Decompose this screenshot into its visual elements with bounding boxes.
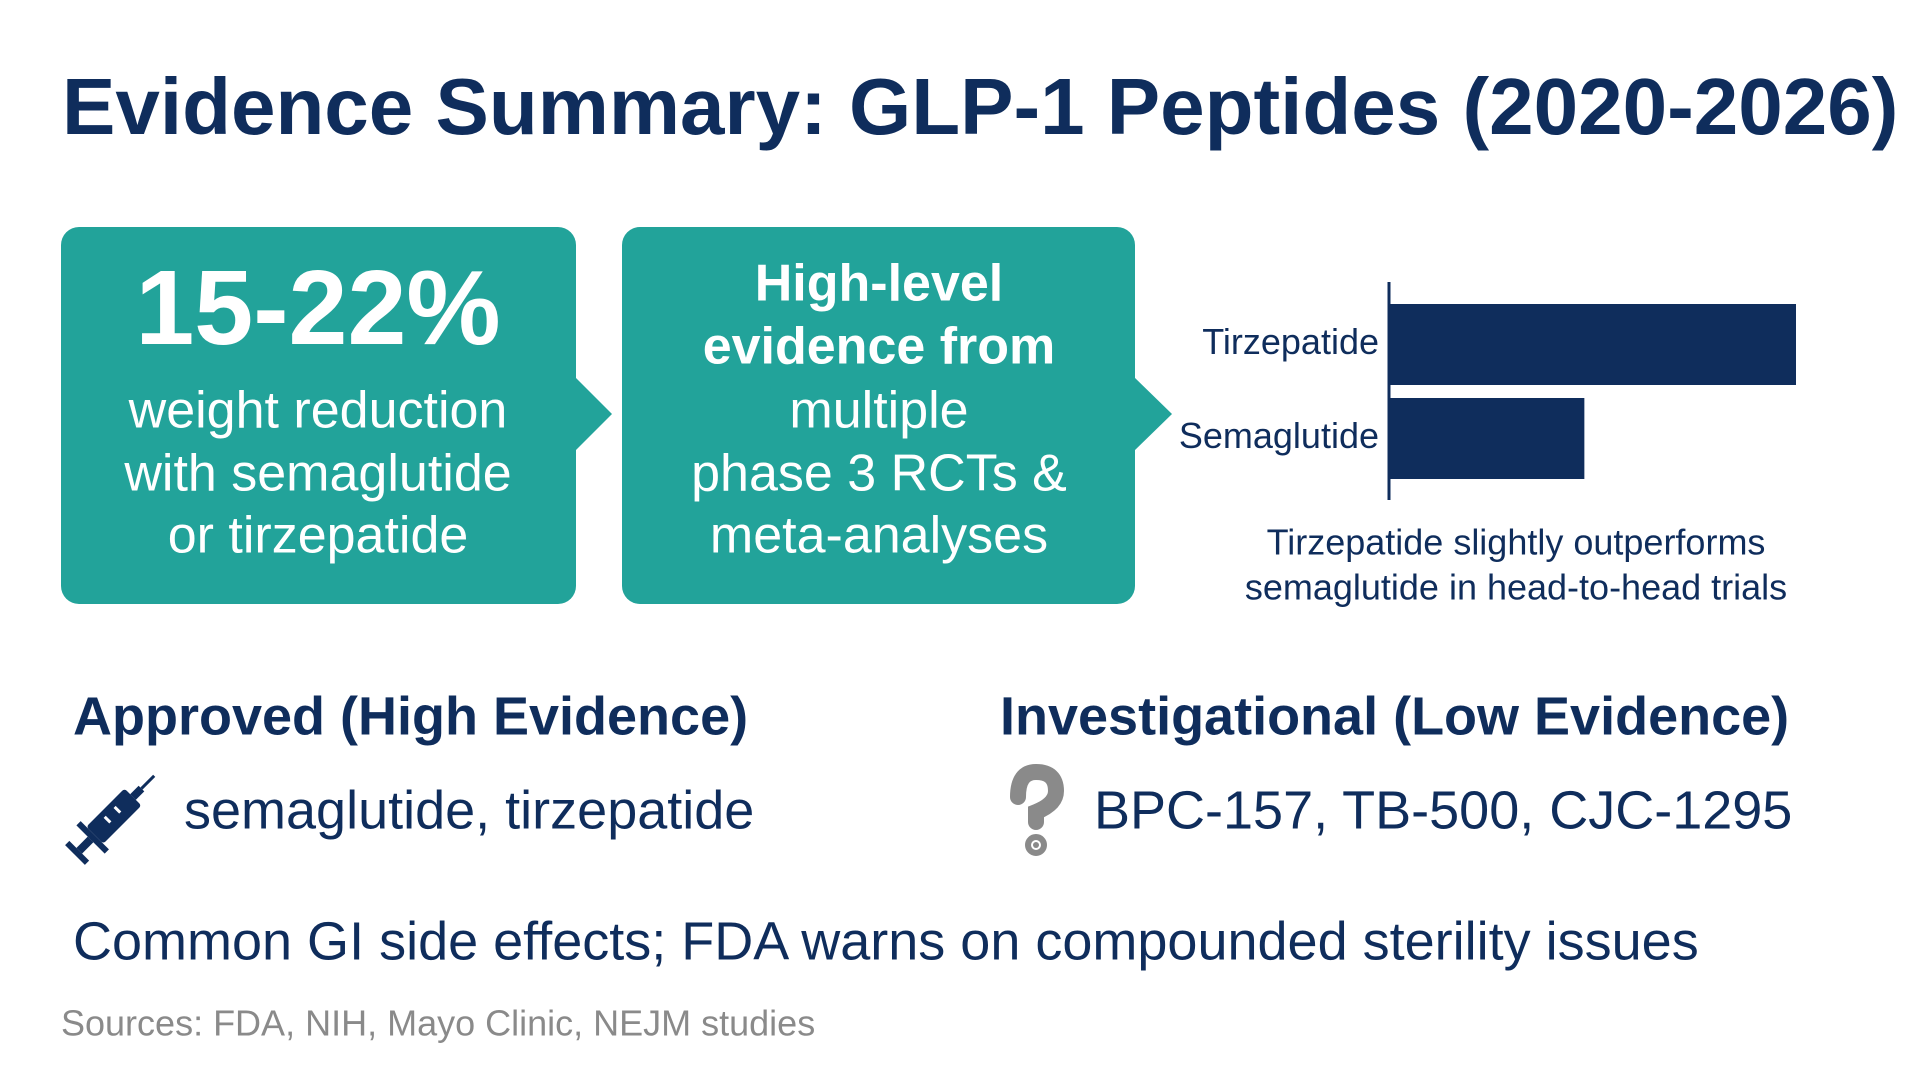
question-icon	[1010, 763, 1065, 856]
card-line: meta-analyses	[710, 507, 1048, 565]
card-line: phase 3 RCTs &	[691, 445, 1067, 503]
bar	[1389, 304, 1796, 385]
sources: Sources: FDA, NIH, Mayo Clinic, NEJM stu…	[61, 1003, 815, 1044]
card-line: with semaglutide	[123, 445, 511, 503]
card-arrow	[574, 376, 612, 452]
card-arrow	[1133, 376, 1172, 452]
card-line: evidence from	[703, 318, 1056, 376]
chart-caption: Tirzepatide slightly outperforms	[1267, 522, 1766, 563]
section-heading: Approved (High Evidence)	[73, 686, 748, 746]
card-line: weight reduction	[128, 382, 508, 440]
section-items: semaglutide, tirzepatide	[184, 780, 754, 840]
card-line: or tirzepatide	[168, 507, 469, 565]
card-line: High-level	[755, 255, 1004, 313]
title: Evidence Summary: GLP-1 Peptides (2020-2…	[62, 62, 1898, 151]
syringe-icon	[65, 774, 156, 865]
section-items: BPC-157, TB-500, CJC-1295	[1094, 780, 1792, 840]
card-line: multiple	[789, 382, 968, 440]
bar-label: Tirzepatide	[1202, 321, 1379, 362]
bar-label: Semaglutide	[1179, 415, 1379, 456]
section-heading: Investigational (Low Evidence)	[1000, 686, 1789, 746]
card	[622, 227, 1135, 604]
card	[61, 227, 576, 604]
bar-chart: Tirzepatide Semaglutide	[1179, 304, 1796, 479]
bar	[1389, 398, 1585, 479]
card-highlight: 15-22%	[135, 249, 500, 367]
chart-caption: semaglutide in head-to-head trials	[1245, 567, 1787, 608]
note: Common GI side effects; FDA warns on com…	[73, 911, 1699, 971]
